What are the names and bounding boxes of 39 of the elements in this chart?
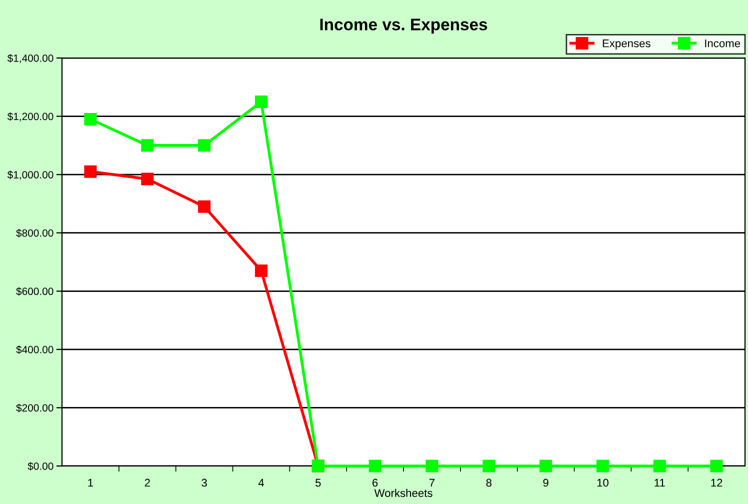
y-tick-label: $800.00 xyxy=(16,228,54,238)
point xyxy=(198,139,211,152)
x-tick-label: 7 xyxy=(429,478,434,487)
x-tick-label: 4 xyxy=(258,478,264,487)
x-tick-label: 1 xyxy=(88,478,94,487)
point xyxy=(141,139,154,152)
x-tick-label: 3 xyxy=(202,478,207,487)
x-tick-label: 9 xyxy=(543,478,548,487)
x-tick-label: 12 xyxy=(711,478,722,487)
point xyxy=(482,460,496,472)
point xyxy=(84,112,97,126)
point xyxy=(254,264,268,277)
x-tick-label: 11 xyxy=(654,478,665,487)
x-tick-label: 10 xyxy=(597,478,608,487)
legend-label: Expenses xyxy=(602,40,650,50)
y-tick-label: $600.00 xyxy=(16,287,54,296)
point xyxy=(653,460,666,472)
point xyxy=(84,165,97,178)
point xyxy=(426,460,438,472)
x-tick-label: 6 xyxy=(372,478,378,487)
y-tick-label: $1,000.00 xyxy=(7,170,54,180)
point xyxy=(540,460,552,472)
point xyxy=(254,95,268,108)
x-tick-label: 2 xyxy=(144,478,150,487)
legend-label: Income xyxy=(705,40,740,48)
point xyxy=(368,460,382,472)
point xyxy=(198,200,211,213)
x-tick-label: 8 xyxy=(486,478,492,487)
point xyxy=(596,460,609,472)
y-tick-label: $0.00 xyxy=(28,462,54,470)
point xyxy=(710,460,723,472)
point xyxy=(141,172,154,186)
chart-title: Income vs. Expenses xyxy=(320,18,488,34)
y-tick-label: $200.00 xyxy=(16,404,54,412)
y-tick-label: $1,200.00 xyxy=(7,112,54,122)
y-tick-label: $400.00 xyxy=(16,345,54,354)
x-axis-title: Worksheets xyxy=(374,488,432,498)
x-tick-label: 5 xyxy=(315,478,321,487)
y-tick-label: $1,400.00 xyxy=(7,54,54,64)
